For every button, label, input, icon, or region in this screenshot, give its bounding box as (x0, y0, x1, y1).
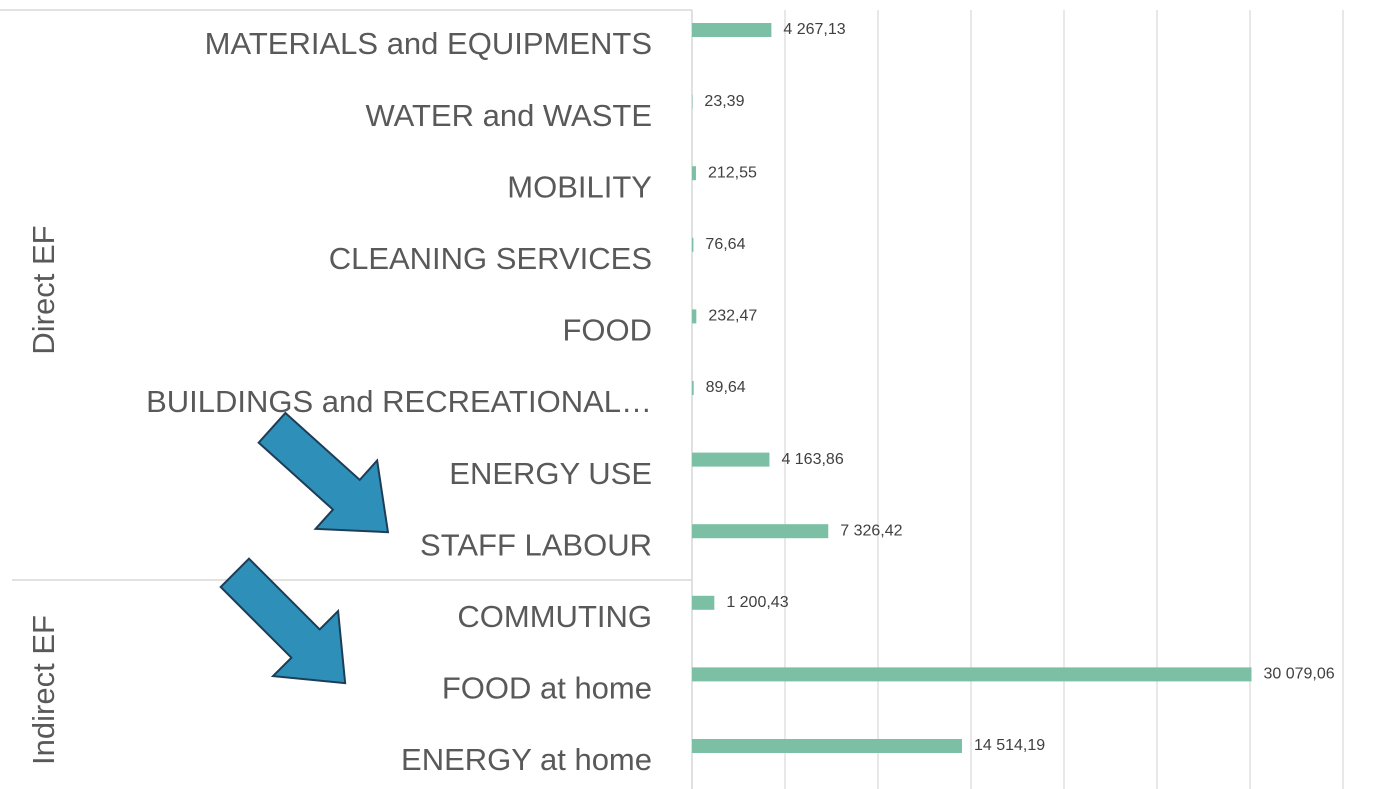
group-label: Indirect EF (26, 615, 61, 765)
category-label: ENERGY at home (401, 742, 652, 777)
value-label: 4 267,13 (783, 21, 845, 38)
value-label: 4 163,86 (781, 451, 843, 468)
category-label: COMMUTING (457, 599, 652, 634)
bar (692, 667, 1252, 682)
bar (692, 452, 770, 467)
bar (692, 524, 829, 539)
category-label: STAFF LABOUR (420, 527, 652, 562)
arrow (219, 557, 347, 685)
category-label: FOOD at home (442, 671, 652, 706)
bar (692, 381, 694, 395)
arrow (257, 411, 390, 534)
value-label: 30 079,06 (1263, 666, 1334, 683)
value-label: 7 326,42 (840, 522, 902, 539)
value-label: 23,39 (704, 93, 744, 110)
bar (692, 237, 694, 252)
value-label: 14 514,19 (974, 737, 1045, 754)
bar (692, 595, 715, 610)
bar (692, 309, 697, 324)
value-label: 1 200,43 (726, 594, 788, 611)
category-label: ENERGY USE (449, 456, 652, 491)
category-label: MOBILITY (507, 169, 652, 204)
bar (692, 166, 696, 181)
bar (692, 23, 772, 37)
category-label: MATERIALS and EQUIPMENTS (205, 26, 652, 61)
category-label: FOOD (562, 313, 652, 348)
value-label: 232,47 (708, 308, 757, 325)
category-label: BUILDINGS and RECREATIONAL… (146, 384, 652, 419)
group-label: Direct EF (26, 225, 61, 354)
value-label: 76,64 (705, 236, 745, 253)
category-label: WATER and WASTE (365, 98, 652, 133)
value-label: 89,64 (706, 379, 746, 396)
category-label: CLEANING SERVICES (329, 241, 652, 276)
bar (692, 739, 962, 753)
value-label: 212,55 (708, 164, 757, 181)
